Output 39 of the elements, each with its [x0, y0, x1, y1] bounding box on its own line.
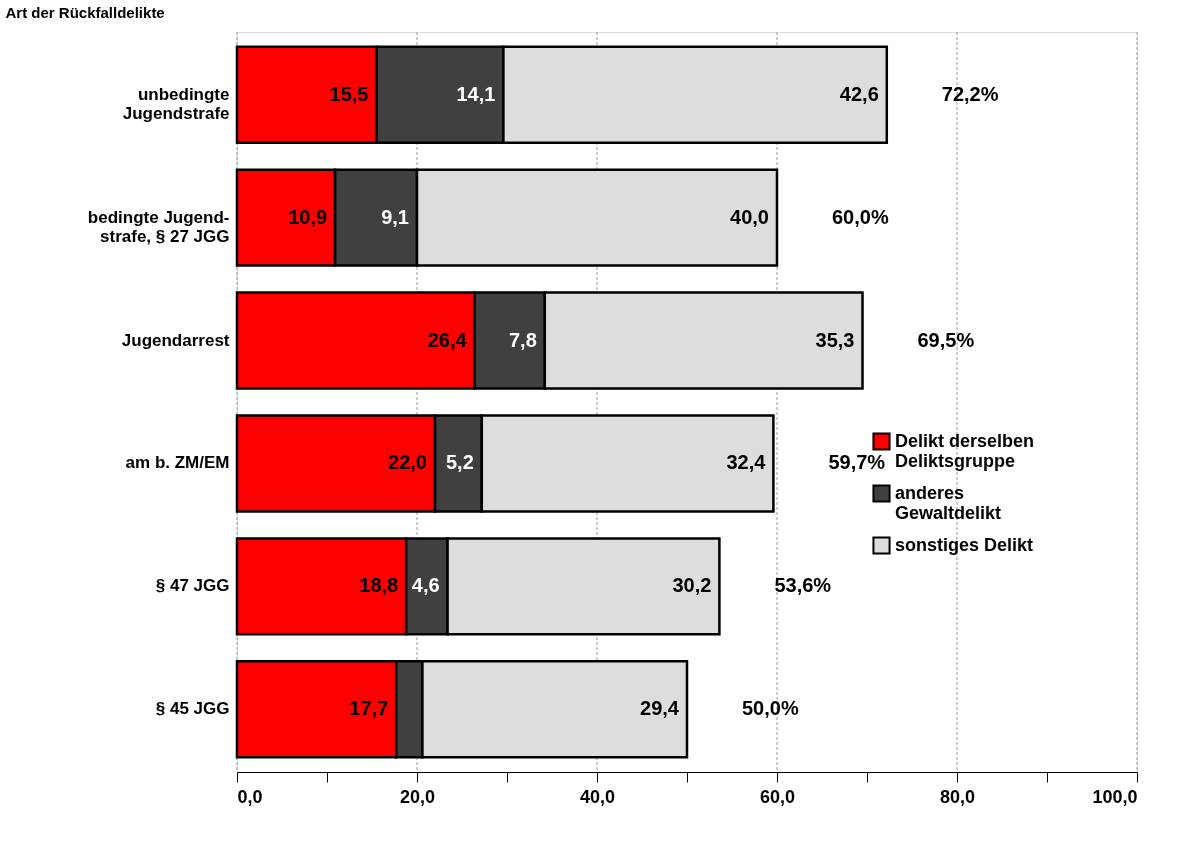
- data-label: 22,0: [388, 451, 427, 474]
- data-label: 40,0: [730, 205, 769, 228]
- legend-label: Delikt derselben Deliktsgruppe: [895, 430, 1035, 471]
- total-label: 72,2%: [941, 82, 999, 105]
- data-label: 35,3: [815, 328, 855, 351]
- total-label: 53,6%: [774, 574, 832, 597]
- y-tick-label: bedingte Jugend- strafe, § 27 JGG: [87, 207, 230, 246]
- x-tick-label: 60,0: [759, 786, 796, 807]
- data-label: 15,5: [329, 82, 369, 105]
- data-label: 29,4: [640, 697, 680, 720]
- y-tick-label: am b. ZM/EM: [125, 453, 230, 473]
- data-label: 7,8: [508, 328, 537, 351]
- legend-label: sonstiges Delikt: [895, 534, 1034, 555]
- total-label: 59,7%: [828, 451, 886, 474]
- data-label: 14,1: [456, 82, 496, 105]
- y-axis-title: Art der Rückfalldelikte: [5, 3, 165, 21]
- data-label: 17,7: [349, 697, 389, 720]
- data-label: 42,6: [839, 82, 879, 105]
- data-label: 10,9: [288, 205, 328, 228]
- total-label: 69,5%: [917, 328, 975, 351]
- legend-label: anderes Gewaltdelikt: [895, 482, 1002, 523]
- x-tick-label: 40,0: [579, 786, 616, 807]
- y-tick-label: § 47 JGG: [155, 576, 230, 596]
- data-label: 26,4: [427, 328, 468, 351]
- total-label: 50,0%: [742, 697, 799, 720]
- y-tick-label: Jugendarrest: [121, 330, 230, 350]
- x-tick-label: 20,0: [399, 786, 436, 807]
- y-tick-label: unbedingte Jugendstrafe: [122, 84, 230, 123]
- data-label: 5,2: [445, 451, 474, 474]
- data-label: 18,8: [359, 574, 399, 597]
- y-tick-label: § 45 JGG: [155, 699, 230, 719]
- x-tick-label: 0,0: [237, 786, 263, 807]
- data-label: 9,1: [381, 205, 409, 228]
- data-label: 30,2: [672, 574, 712, 597]
- data-label: 32,4: [726, 451, 767, 474]
- total-label: 60,0%: [832, 205, 889, 228]
- x-tick-label: 80,0: [939, 786, 976, 807]
- data-label: 4,6: [411, 574, 440, 597]
- x-tick-label: 100,0: [1092, 786, 1138, 807]
